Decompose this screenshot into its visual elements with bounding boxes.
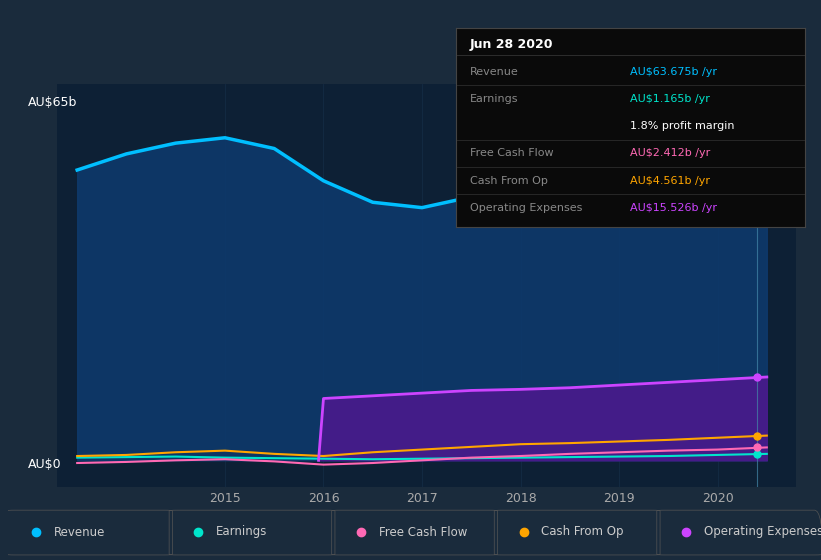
Text: Operating Expenses: Operating Expenses bbox=[470, 203, 582, 213]
Text: AU$65b: AU$65b bbox=[28, 96, 77, 109]
Text: Free Cash Flow: Free Cash Flow bbox=[470, 148, 553, 158]
Text: AU$63.675b /yr: AU$63.675b /yr bbox=[631, 67, 717, 77]
Text: Earnings: Earnings bbox=[470, 94, 518, 104]
Text: Earnings: Earnings bbox=[216, 525, 268, 539]
Text: Jun 28 2020: Jun 28 2020 bbox=[470, 38, 553, 51]
Text: Cash From Op: Cash From Op bbox=[470, 175, 548, 185]
Text: AU$4.561b /yr: AU$4.561b /yr bbox=[631, 175, 710, 185]
Text: AU$2.412b /yr: AU$2.412b /yr bbox=[631, 148, 710, 158]
Text: Free Cash Flow: Free Cash Flow bbox=[378, 525, 467, 539]
Text: Revenue: Revenue bbox=[470, 67, 518, 77]
Text: 1.8% profit margin: 1.8% profit margin bbox=[631, 121, 735, 131]
Text: Cash From Op: Cash From Op bbox=[541, 525, 624, 539]
Text: Operating Expenses: Operating Expenses bbox=[704, 525, 821, 539]
Text: AU$0: AU$0 bbox=[28, 458, 62, 471]
Text: AU$15.526b /yr: AU$15.526b /yr bbox=[631, 203, 717, 213]
Text: Revenue: Revenue bbox=[53, 525, 105, 539]
Text: AU$1.165b /yr: AU$1.165b /yr bbox=[631, 94, 710, 104]
